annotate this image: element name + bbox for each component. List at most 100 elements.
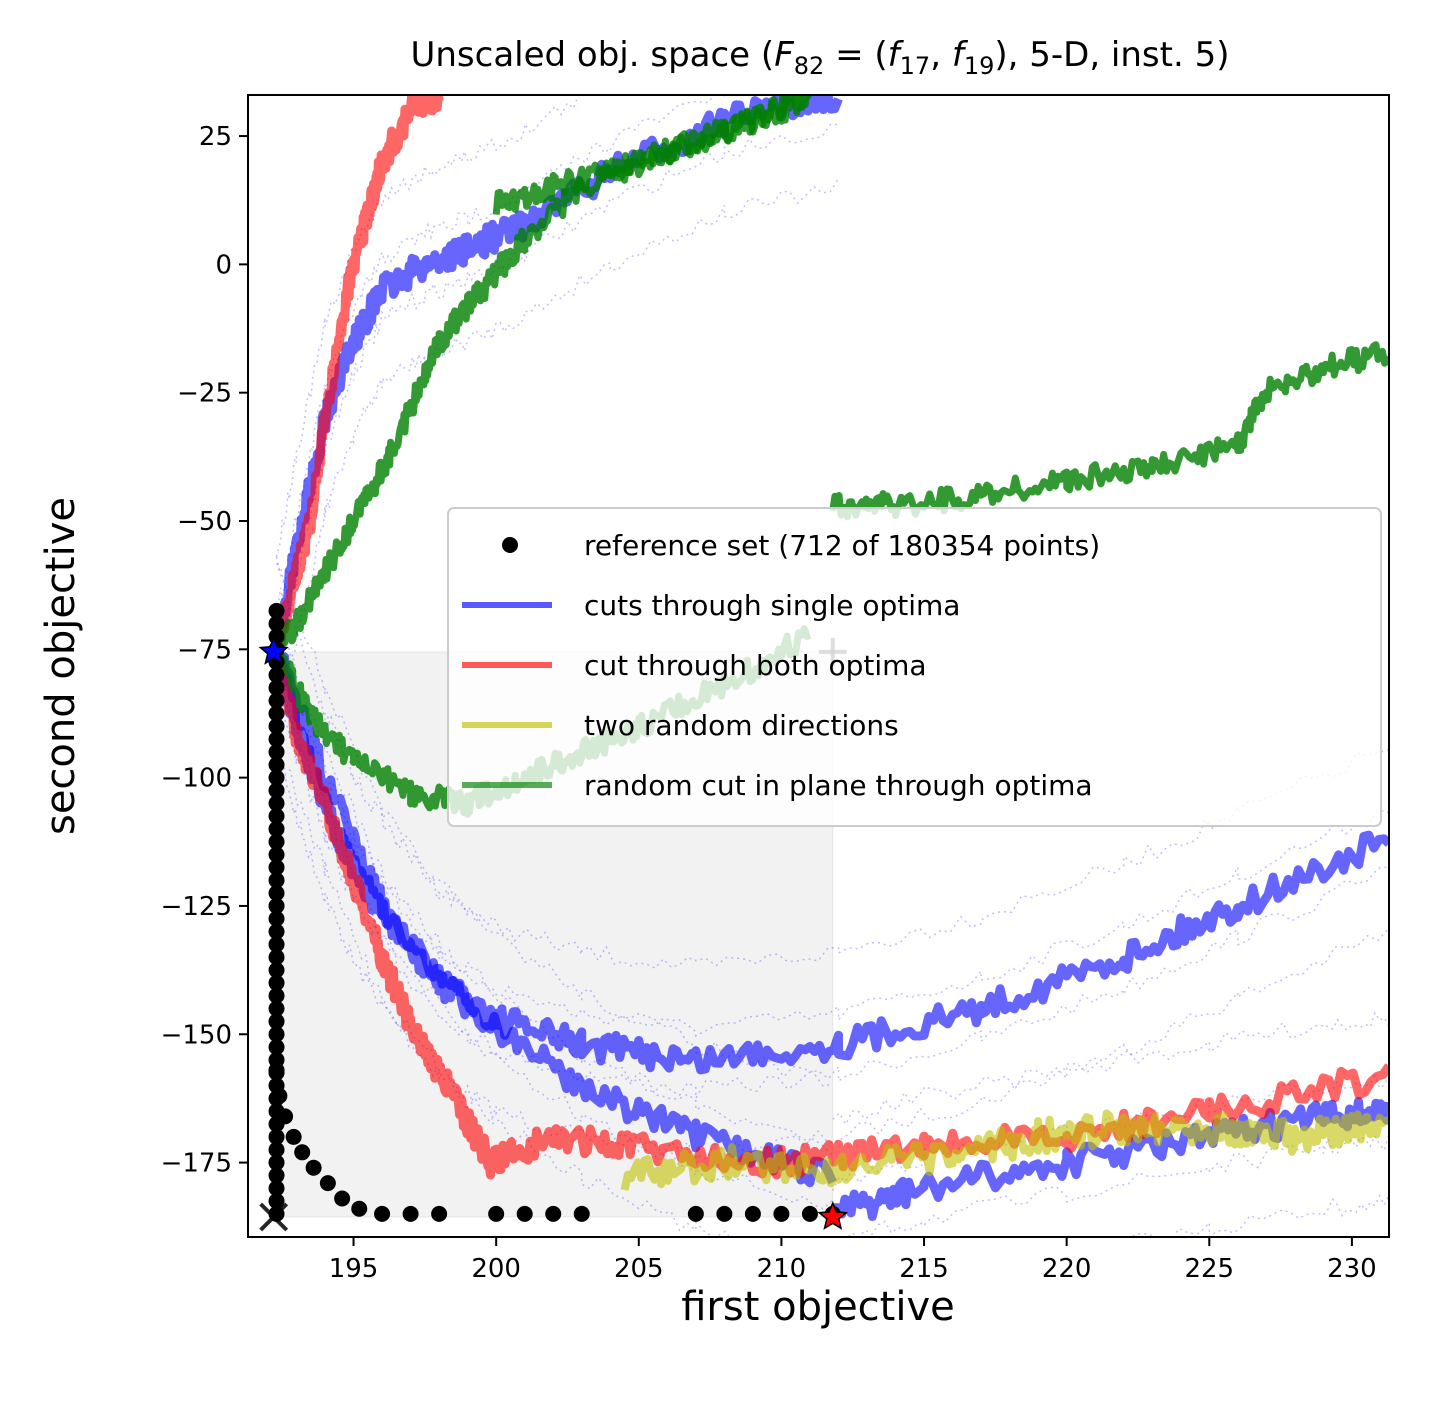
series-both-line bbox=[272, 95, 444, 659]
y-axis-ticks: 25 0 −25 −50 −75 −100 −125 −150 −175 bbox=[161, 122, 248, 1179]
x-tick-label: 225 bbox=[1184, 1254, 1234, 1284]
reference-point bbox=[516, 1205, 533, 1222]
reference-point bbox=[268, 1141, 285, 1158]
explored-point-trace bbox=[275, 95, 726, 613]
y-tick-label: 25 bbox=[199, 122, 232, 152]
y-tick-label: −175 bbox=[161, 1149, 232, 1179]
plot-frame bbox=[247, 94, 1390, 1238]
reference-point bbox=[268, 1128, 285, 1145]
reference-set-layer bbox=[268, 602, 841, 1222]
y-tick-label: −125 bbox=[161, 892, 232, 922]
explored-point-trace bbox=[275, 178, 840, 742]
x-tick-label: 215 bbox=[899, 1254, 949, 1284]
reference-point bbox=[268, 795, 285, 812]
reference-point bbox=[744, 1205, 761, 1222]
legend-entry-label: reference set (712 of 180354 points) bbox=[584, 529, 1100, 562]
reference-point bbox=[268, 1154, 285, 1171]
reference-point bbox=[687, 1205, 704, 1222]
reference-point bbox=[716, 1205, 733, 1222]
reference-point bbox=[268, 859, 285, 876]
reference-point bbox=[334, 1190, 351, 1207]
legend-swatch-dot bbox=[502, 537, 518, 553]
y-tick-label: 0 bbox=[215, 250, 232, 280]
reference-point bbox=[268, 1180, 285, 1197]
explored-point-trace bbox=[275, 556, 833, 1087]
reference-point bbox=[268, 602, 285, 619]
reference-point bbox=[268, 808, 285, 825]
reference-point bbox=[268, 974, 285, 991]
reference-point bbox=[268, 679, 285, 696]
y-tick-label: −150 bbox=[161, 1020, 232, 1050]
reference-point bbox=[268, 949, 285, 966]
series-single-line bbox=[272, 649, 837, 1188]
series-plane-line bbox=[829, 341, 1389, 521]
reference-point bbox=[294, 1144, 311, 1161]
legend-entry-label: cuts through single optima bbox=[584, 589, 960, 622]
reference-point bbox=[268, 1013, 285, 1030]
reference-point bbox=[801, 1205, 818, 1222]
y-axis-label: second objective bbox=[38, 497, 84, 835]
x-tick-label: 230 bbox=[1327, 1254, 1377, 1284]
reference-point bbox=[268, 692, 285, 709]
reference-point bbox=[268, 1193, 285, 1210]
reference-point bbox=[545, 1205, 562, 1222]
reference-point bbox=[268, 910, 285, 927]
ideal-point-marker bbox=[259, 1202, 289, 1232]
series-random_dirs-line bbox=[620, 1109, 1389, 1191]
reference-point bbox=[268, 731, 285, 748]
reference-point bbox=[351, 1200, 368, 1217]
reference-point bbox=[268, 1000, 285, 1017]
reference-point bbox=[402, 1205, 419, 1222]
reference-point bbox=[268, 705, 285, 722]
legend-entry-label: cut through both optima bbox=[584, 649, 927, 682]
reference-point bbox=[271, 1087, 288, 1104]
series-single-line bbox=[828, 1096, 1389, 1224]
reference-point bbox=[268, 1039, 285, 1056]
reference-point bbox=[268, 718, 285, 735]
reference-point bbox=[268, 769, 285, 786]
legend: reference set (712 of 180354 points) cuts… bbox=[447, 507, 1382, 827]
reference-point bbox=[268, 756, 285, 773]
reference-point bbox=[268, 1062, 285, 1079]
reference-point bbox=[268, 962, 285, 979]
explored-point-trace bbox=[275, 95, 587, 558]
x-axis-ticks: 195 200 205 210 215 220 225 230 bbox=[329, 1237, 1377, 1284]
y-tick-label: −25 bbox=[177, 379, 232, 409]
reference-point bbox=[268, 936, 285, 953]
reference-point bbox=[319, 1175, 336, 1192]
y-tick-label: −50 bbox=[177, 507, 232, 537]
reference-point bbox=[374, 1205, 391, 1222]
reference-point bbox=[268, 1167, 285, 1184]
reference-point bbox=[268, 987, 285, 1004]
x-tick-label: 205 bbox=[614, 1254, 664, 1284]
reference-point bbox=[268, 885, 285, 902]
reference-point bbox=[285, 1128, 302, 1145]
special-points-layer bbox=[258, 635, 848, 1232]
x-axis-label: first objective bbox=[681, 1284, 955, 1330]
reference-point bbox=[268, 615, 285, 632]
reference-point bbox=[773, 1205, 790, 1222]
reference-point bbox=[268, 923, 285, 940]
x-tick-label: 195 bbox=[329, 1254, 379, 1284]
y-tick-label: −100 bbox=[161, 764, 232, 794]
series-both-line bbox=[272, 635, 1389, 1180]
reference-point bbox=[268, 872, 285, 889]
reference-point bbox=[268, 846, 285, 863]
reference-point bbox=[268, 1026, 285, 1043]
series-plane-line bbox=[492, 95, 814, 215]
reference-point bbox=[305, 1159, 322, 1176]
reference-point bbox=[268, 833, 285, 850]
reference-point bbox=[268, 743, 285, 760]
reference-point bbox=[573, 1205, 590, 1222]
legend-box bbox=[447, 507, 1382, 827]
x-tick-label: 200 bbox=[471, 1254, 521, 1284]
reference-point bbox=[268, 666, 285, 683]
reference-point bbox=[268, 820, 285, 837]
reference-point bbox=[268, 782, 285, 799]
reference-point bbox=[431, 1205, 448, 1222]
optimum-2-marker bbox=[817, 1201, 848, 1230]
legend-entry-label: two random directions bbox=[584, 709, 899, 742]
y-tick-label: −75 bbox=[177, 635, 232, 665]
legend-entry-label: random cut in plane through optima bbox=[584, 769, 1093, 802]
